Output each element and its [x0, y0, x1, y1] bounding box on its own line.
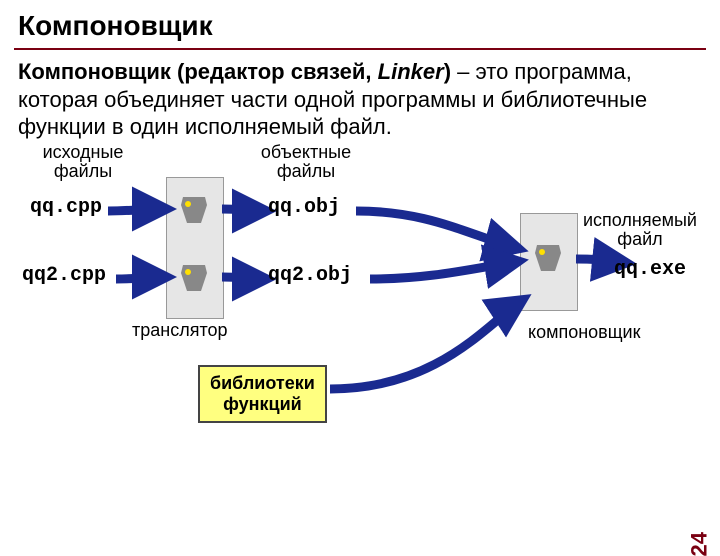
label-translator: транслятор [132, 321, 228, 341]
translator-icon-1 [177, 193, 211, 227]
page-title: Компоновщик [0, 0, 720, 48]
term-close: ) [444, 59, 451, 84]
page-number: 24 [686, 532, 712, 556]
file-src2: qq2.cpp [22, 265, 106, 287]
diagram: исходные файлы объектные файлы исполняем… [0, 141, 720, 461]
term-italic: Linker [378, 59, 444, 84]
label-object-files: объектные файлы [246, 143, 366, 183]
file-obj1: qq.obj [268, 197, 340, 219]
linker-icon [531, 241, 565, 275]
term: Компоновщик (редактор связей, [18, 59, 378, 84]
translator-icon-2 [177, 261, 211, 295]
label-source-files: исходные файлы [28, 143, 138, 183]
libraries-box: библиотеки функций [198, 365, 327, 423]
label-linker: компоновщик [528, 323, 640, 343]
title-rule [14, 48, 706, 50]
file-src1: qq.cpp [30, 197, 102, 219]
definition-text: Компоновщик (редактор связей, Linker) – … [0, 58, 720, 141]
file-obj2: qq2.obj [268, 265, 352, 287]
label-executable-file: исполняемый файл [570, 211, 710, 251]
flows [0, 141, 720, 461]
file-exe: qq.exe [614, 259, 686, 281]
